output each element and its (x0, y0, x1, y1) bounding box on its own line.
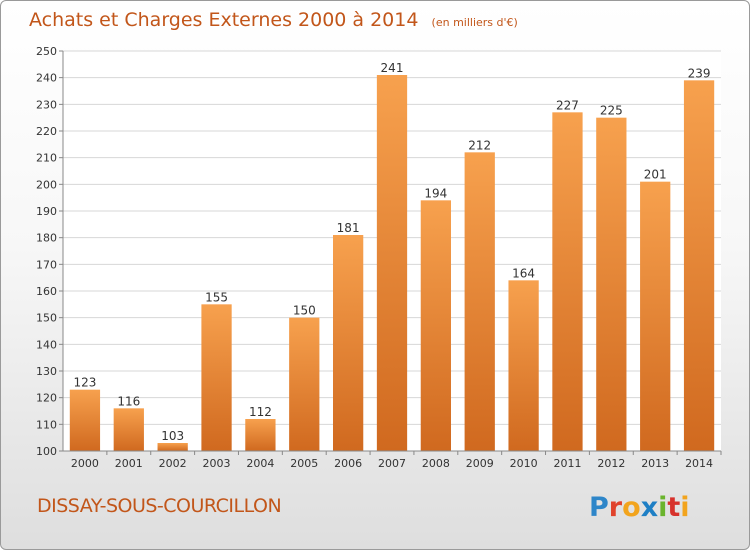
y-tick-label: 190 (36, 205, 57, 218)
x-tick-label: 2004 (246, 457, 274, 470)
y-tick-label: 140 (36, 338, 57, 351)
y-tick-label: 210 (36, 152, 57, 165)
data-label: 239 (688, 66, 711, 80)
data-label: 181 (337, 221, 360, 235)
x-tick-label: 2006 (334, 457, 362, 470)
y-tick-label: 120 (36, 392, 57, 405)
data-label: 241 (381, 61, 404, 75)
bar (640, 181, 671, 451)
y-tick-label: 180 (36, 232, 57, 245)
x-tick-label: 2014 (685, 457, 713, 470)
data-label: 112 (249, 405, 272, 419)
x-tick-label: 2005 (290, 457, 318, 470)
bar (376, 75, 408, 451)
chart-unit: (en milliers d'€) (431, 16, 518, 29)
bar (596, 117, 627, 452)
data-label: 201 (644, 168, 667, 182)
bar (464, 152, 495, 452)
data-label: 123 (73, 376, 96, 390)
y-tick-label: 100 (36, 445, 57, 458)
commune-name: DISSAY-SOUS-COURCILLON (37, 495, 282, 517)
data-label: 103 (161, 429, 184, 443)
x-tick-label: 2009 (466, 457, 494, 470)
bars (69, 75, 715, 452)
bar (332, 235, 364, 451)
x-tick-label: 2012 (597, 457, 625, 470)
x-tick-label: 2003 (203, 457, 231, 470)
x-tick-label: 2008 (422, 457, 450, 470)
title-row: Achats et Charges Externes 2000 à 2014 (… (29, 9, 518, 31)
x-tick-label: 2000 (71, 457, 99, 470)
bar (245, 419, 276, 451)
y-axis: 100 110 120 130 140 150 160 170 180 190 200 210 220 2… (36, 45, 64, 458)
y-tick-label: 130 (36, 365, 57, 378)
bar (683, 80, 715, 451)
bar (157, 443, 188, 451)
data-label: 150 (293, 304, 316, 318)
y-tick-label: 240 (36, 72, 57, 85)
bar (289, 317, 320, 451)
data-label: 212 (468, 138, 491, 152)
y-tick-label: 230 (36, 98, 57, 111)
proxiti-logo: Proxiti (589, 492, 690, 523)
x-tick-label: 2001 (115, 457, 143, 470)
bar (508, 280, 539, 451)
x-tick-label: 2002 (159, 457, 187, 470)
y-tick-label: 160 (36, 285, 57, 298)
y-tick-label: 110 (36, 418, 57, 431)
data-label: 194 (424, 186, 447, 200)
bar (420, 200, 452, 451)
data-label: 155 (205, 290, 228, 304)
x-tick-label: 2010 (510, 457, 538, 470)
bar (113, 408, 144, 451)
y-tick-label: 220 (36, 125, 57, 138)
data-label: 164 (512, 266, 535, 280)
x-tick-label: 2007 (378, 457, 406, 470)
x-tick-label: 2013 (641, 457, 669, 470)
data-label: 116 (117, 394, 140, 408)
data-labels: 123 116 103 155 112 150 181 241 194 212 164 227 225 2… (73, 61, 710, 443)
data-label: 225 (600, 104, 623, 118)
x-axis: 2000 2001 2002 2003 2004 2005 2006 2007 2008 2009… (63, 450, 722, 470)
chart-title: Achats et Charges Externes 2000 à 2014 (29, 9, 419, 31)
y-tick-label: 200 (36, 178, 57, 191)
bar (201, 304, 232, 451)
bar (69, 389, 101, 451)
data-label: 227 (556, 98, 579, 112)
bar (552, 112, 583, 451)
y-tick-label: 170 (36, 258, 57, 271)
y-tick-label: 150 (36, 312, 57, 325)
y-tick-label: 250 (36, 45, 57, 58)
svg-text:Proxiti: Proxiti (589, 492, 690, 523)
x-tick-label: 2011 (553, 457, 581, 470)
